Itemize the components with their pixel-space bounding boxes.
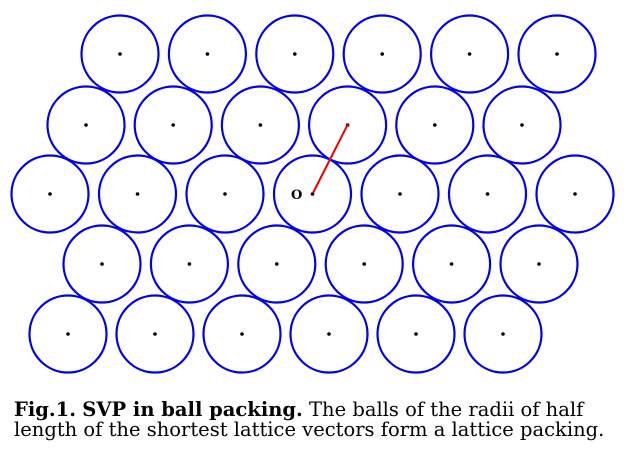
lattice-ball — [237, 224, 317, 304]
lattice-ball — [167, 14, 247, 94]
lattice-ball — [324, 224, 404, 304]
lattice-point — [205, 52, 210, 56]
lattice-point — [433, 123, 437, 127]
shortest-vector — [312, 123, 349, 194]
caption-text: The balls of the radii of half length of… — [14, 398, 605, 441]
lattice-point — [555, 52, 559, 56]
lattice-point — [485, 192, 490, 196]
lattice-point — [327, 332, 331, 336]
lattice-ball — [395, 85, 475, 165]
lattice-balls — [10, 14, 615, 374]
lattice-ball — [447, 154, 528, 234]
lattice-point — [84, 123, 88, 127]
lattice-ball — [517, 14, 597, 94]
lattice-point — [398, 192, 402, 196]
lattice-point — [171, 123, 175, 127]
lattice-ball — [202, 294, 282, 374]
lattice-ball — [133, 85, 213, 165]
lattice-point — [153, 332, 157, 336]
lattice-ball — [80, 14, 160, 94]
lattice-point — [187, 262, 192, 266]
lattice-point — [537, 262, 541, 266]
lattice-ball — [463, 294, 543, 374]
lattice-point — [275, 262, 279, 266]
lattice-point — [293, 52, 297, 56]
lattice-ball — [289, 294, 369, 374]
lattice-point — [501, 332, 505, 336]
lattice-point — [135, 192, 140, 196]
lattice-ball — [10, 154, 90, 234]
lattice-ball — [272, 154, 353, 234]
lattice-ball — [499, 224, 579, 304]
lattice-point — [258, 123, 263, 127]
lattice-point — [449, 262, 454, 266]
lattice-point — [223, 192, 227, 196]
lattice-point — [573, 192, 577, 196]
caption-label: Fig.1. — [14, 398, 77, 421]
lattice-ball — [535, 154, 615, 234]
lattice-point — [362, 262, 367, 266]
lattice-point — [380, 52, 385, 56]
lattice-ball — [376, 294, 456, 374]
lattice-point — [414, 332, 418, 336]
figure-caption: Fig.1. SVP in ball packing. The balls of… — [14, 400, 634, 440]
lattice-ball — [308, 85, 388, 165]
lattice-point — [100, 262, 104, 266]
lattice-ball — [220, 85, 300, 165]
origin-label: O — [291, 188, 302, 203]
lattice-ball — [412, 224, 492, 304]
lattice-point — [66, 332, 70, 336]
lattice-point — [48, 192, 52, 196]
ball-packing-diagram: O — [10, 14, 615, 374]
lattice-ball — [482, 85, 562, 165]
caption-title: SVP in ball packing. — [82, 398, 303, 421]
lattice-ball — [149, 224, 229, 304]
lattice-points — [48, 52, 577, 336]
lattice-ball — [360, 154, 440, 234]
lattice-ball — [185, 154, 265, 234]
lattice-point — [118, 52, 122, 56]
lattice-ball — [62, 224, 142, 304]
lattice-ball — [430, 14, 510, 94]
lattice-ball — [255, 14, 335, 94]
lattice-point — [240, 332, 244, 336]
lattice-point — [520, 123, 524, 127]
lattice-ball — [115, 294, 195, 374]
lattice-point — [467, 52, 472, 56]
lattice-ball — [46, 85, 126, 165]
lattice-ball — [97, 154, 178, 234]
lattice-ball — [28, 294, 108, 374]
lattice-ball — [342, 14, 422, 94]
